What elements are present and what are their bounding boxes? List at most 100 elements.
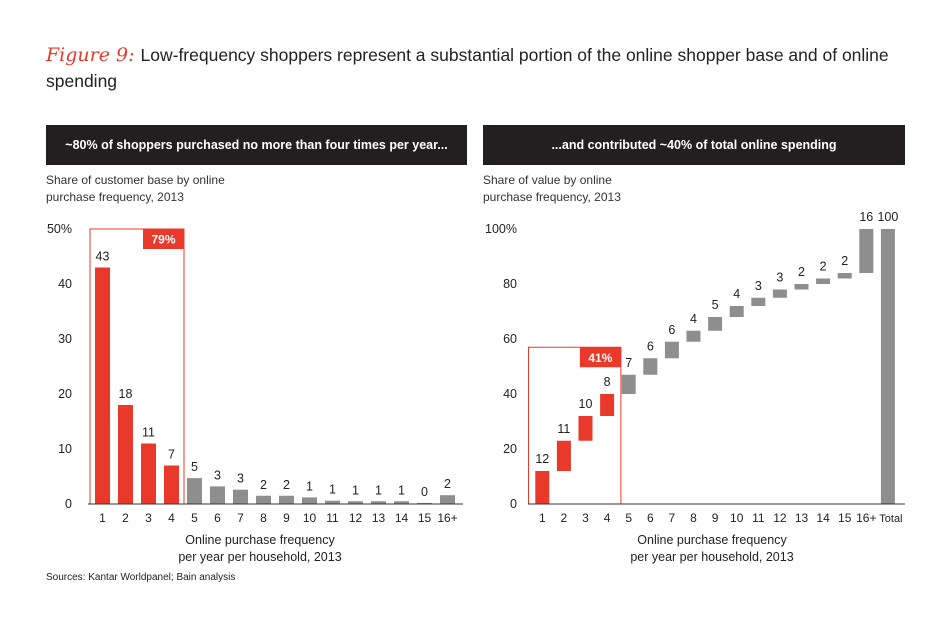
x-tick-7: 7	[669, 511, 676, 525]
bar-8	[256, 495, 271, 504]
y-tick-0: 0	[65, 497, 72, 511]
x-tick-13: 13	[372, 511, 386, 525]
left-subtitle-line2: purchase frequency, 2013	[46, 190, 184, 204]
bar-6	[210, 486, 225, 504]
x-tick-4: 4	[604, 511, 611, 525]
highlight-label-bg	[143, 229, 184, 249]
data-label-2: 11	[557, 422, 570, 436]
x-axis-label-line1: Online purchase frequency	[637, 533, 787, 547]
x-tick-5: 5	[625, 511, 632, 525]
bar-3	[578, 416, 593, 441]
bar-11	[751, 297, 766, 306]
data-label-6: 3	[214, 468, 221, 482]
data-label-10: 4	[733, 287, 740, 301]
bar-16+	[859, 229, 874, 273]
data-label-11: 1	[329, 483, 336, 497]
y-tick-1: 10	[58, 442, 72, 456]
x-tick-9: 9	[283, 511, 290, 525]
x-tick-6: 6	[214, 511, 221, 525]
right-panel-subtitle: Share of value by online purchase freque…	[483, 172, 733, 206]
x-tick-8: 8	[690, 511, 697, 525]
x-axis-label-line2: per year per household, 2013	[630, 550, 793, 564]
bar-8	[686, 330, 701, 342]
data-label-16+: 16	[859, 210, 873, 224]
y-tick-4: 80	[503, 277, 517, 291]
data-label-9: 5	[712, 298, 719, 312]
x-tick-12: 12	[773, 511, 787, 525]
data-label-6: 6	[647, 339, 654, 353]
data-label-3: 11	[142, 426, 155, 440]
data-label-7: 3	[237, 472, 244, 486]
data-label-14: 2	[820, 260, 827, 274]
x-tick-6: 6	[647, 511, 654, 525]
x-tick-1: 1	[99, 511, 106, 525]
bar-Total	[880, 229, 895, 504]
x-tick-4: 4	[168, 511, 175, 525]
bar-14	[394, 501, 409, 504]
bar-13	[371, 501, 386, 504]
highlight-label: 79%	[151, 233, 175, 247]
bar-9	[708, 317, 723, 331]
bar-15	[837, 273, 852, 279]
x-tick-1: 1	[539, 511, 546, 525]
x-tick-14: 14	[395, 511, 409, 525]
bar-15	[417, 502, 432, 504]
x-tick-3: 3	[582, 511, 589, 525]
right-subtitle-line2: purchase frequency, 2013	[483, 190, 621, 204]
bar-3	[141, 443, 156, 504]
bar-1	[535, 471, 550, 504]
left-bar-chart: 79%4311821137455363728291101111121131140…	[47, 222, 463, 564]
bar-4	[164, 465, 179, 504]
bar-12	[348, 501, 363, 504]
x-tick-11: 11	[326, 511, 339, 525]
data-label-8: 4	[690, 312, 697, 326]
data-label-4: 8	[604, 375, 611, 389]
bar-4	[600, 394, 615, 416]
source-note: Sources: Kantar Worldpanel; Bain analysi…	[46, 572, 236, 583]
figure-number: Figure 9:	[46, 44, 135, 66]
right-panel-header: ...and contributed ~40% of total online …	[483, 125, 905, 165]
x-tick-8: 8	[260, 511, 267, 525]
bar-6	[643, 358, 658, 375]
x-tick-7: 7	[237, 511, 244, 525]
x-tick-15: 15	[838, 511, 852, 525]
data-label-1: 43	[96, 250, 110, 264]
bar-11	[325, 500, 340, 504]
highlight-label: 41%	[588, 351, 612, 365]
x-tick-9: 9	[712, 511, 719, 525]
x-tick-3: 3	[145, 511, 152, 525]
y-tick-5: 50%	[47, 222, 72, 236]
figure-title: Figure 9: Low-frequency shoppers represen…	[46, 42, 926, 94]
left-subtitle-line1: Share of customer base by online	[46, 173, 225, 187]
data-label-15: 2	[841, 254, 848, 268]
bar-10	[302, 497, 317, 504]
x-tick-2: 2	[122, 511, 129, 525]
x-tick-12: 12	[349, 511, 363, 525]
highlight-label-bg	[579, 347, 621, 368]
bar-9	[279, 495, 294, 504]
x-tick-5: 5	[191, 511, 198, 525]
data-label-4: 7	[168, 448, 175, 462]
bar-14	[816, 278, 831, 284]
bar-2	[118, 405, 133, 504]
data-label-11: 3	[755, 279, 762, 293]
y-tick-5: 100%	[485, 222, 517, 236]
x-tick-11: 11	[752, 511, 765, 525]
data-label-12: 3	[776, 271, 783, 285]
data-label-12: 1	[352, 483, 359, 497]
bar-16+	[440, 495, 455, 504]
bar-7	[664, 341, 679, 359]
y-tick-3: 30	[58, 332, 72, 346]
y-tick-4: 40	[58, 277, 72, 291]
x-tick-16+: 16+	[437, 511, 457, 525]
left-panel-header: ~80% of shoppers purchased no more than …	[46, 125, 467, 165]
x-tick-13: 13	[795, 511, 809, 525]
bar-10	[729, 306, 744, 317]
x-tick-10: 10	[730, 511, 744, 525]
data-label-16+: 2	[444, 477, 451, 491]
data-label-5: 7	[625, 356, 632, 370]
y-tick-2: 40	[503, 387, 517, 401]
x-axis-label-line1: Online purchase frequency	[185, 533, 335, 547]
data-label-7: 6	[668, 323, 675, 337]
y-tick-2: 20	[58, 387, 72, 401]
